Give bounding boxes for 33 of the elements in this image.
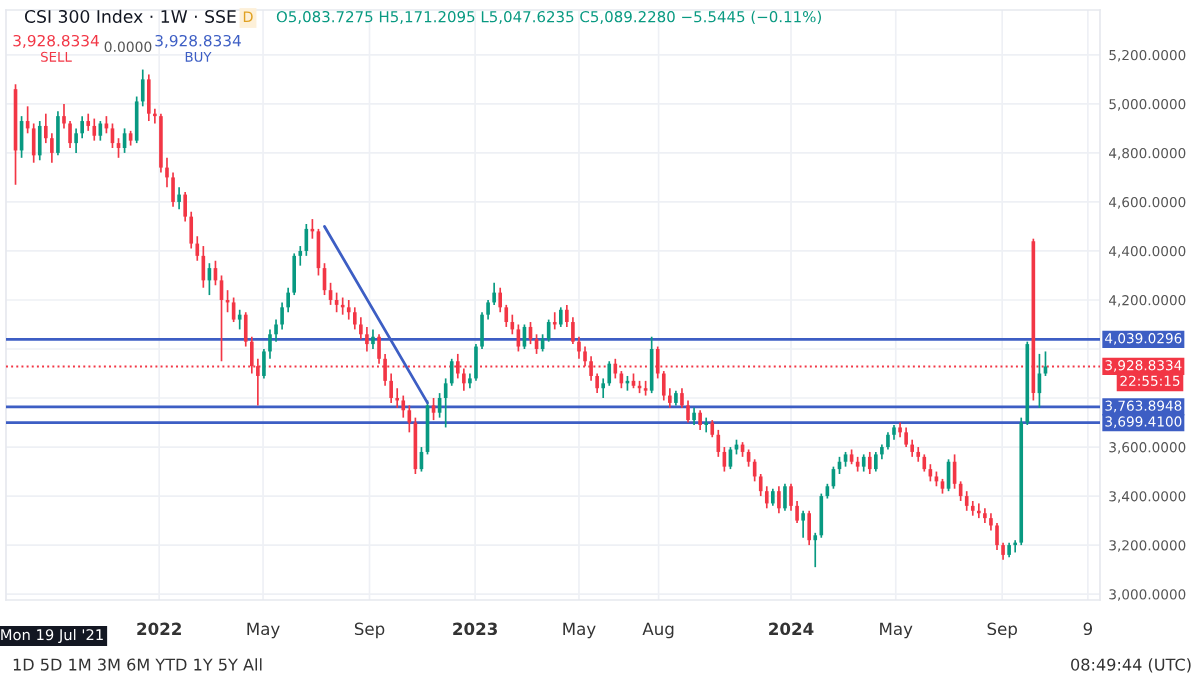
candlestick bbox=[31, 122, 36, 164]
x-tick-label: 2024 bbox=[769, 622, 814, 636]
candlestick bbox=[177, 186, 181, 211]
text: 1D 5D 1M 3M 6M YTD 1Y 5Y All bbox=[13, 658, 262, 671]
candlestick bbox=[867, 451, 872, 475]
candlestick bbox=[346, 299, 351, 321]
candlestick bbox=[783, 482, 787, 512]
candlestick bbox=[37, 120, 42, 162]
candlestick bbox=[92, 117, 97, 142]
x-tick-label: May bbox=[563, 622, 596, 639]
x-tick-label: May bbox=[880, 622, 913, 639]
x-tick-label: May bbox=[247, 622, 280, 639]
candlestick bbox=[874, 451, 878, 473]
candlestick bbox=[558, 306, 563, 328]
x-tick-label: 2023 bbox=[453, 622, 497, 636]
x-tick-label: Aug bbox=[642, 622, 674, 639]
candlestick bbox=[237, 308, 242, 331]
candlestick bbox=[777, 485, 781, 515]
x-tick-label: Sep bbox=[354, 622, 385, 639]
candlestick bbox=[371, 328, 375, 350]
candlestick bbox=[352, 306, 357, 331]
candlestick bbox=[807, 509, 812, 546]
candlestick bbox=[146, 73, 151, 122]
candlestick bbox=[964, 490, 969, 512]
text: 08:49:44 (UTC) bbox=[1071, 658, 1191, 673]
candlestick bbox=[801, 509, 805, 539]
candlestick bbox=[56, 110, 60, 157]
x-tick-label: 9 bbox=[1083, 622, 1093, 636]
chart-title: CSI 300 Index · 1W · SSE bbox=[24, 9, 236, 23]
x-tick-label: Sep bbox=[987, 622, 1017, 639]
candlestick bbox=[1043, 350, 1048, 377]
x-tick-label: 2022 bbox=[137, 622, 181, 636]
candlestick bbox=[698, 409, 702, 431]
